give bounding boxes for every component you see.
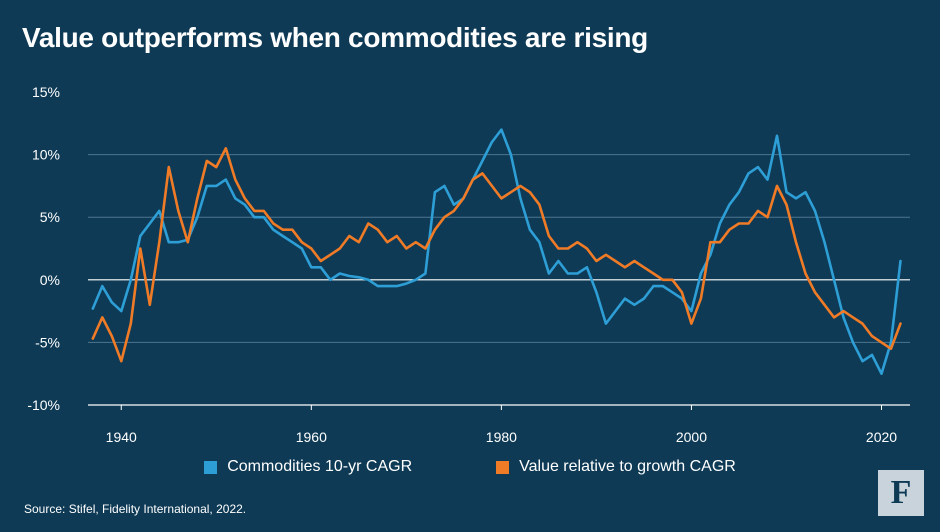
chart-title: Value outperforms when commodities are r… bbox=[22, 22, 648, 53]
x-tick-label: 2000 bbox=[676, 429, 707, 445]
legend: Commodities 10-yr CAGR Value relative to… bbox=[0, 458, 940, 476]
series-lines bbox=[91, 128, 902, 376]
source-note: Source: Stifel, Fidelity International, … bbox=[24, 502, 247, 516]
legend-label-commodities: Commodities 10-yr CAGR bbox=[227, 458, 413, 475]
x-axis: 1940 1960 1980 2000 2020 bbox=[88, 404, 910, 445]
y-tick-label: 15% bbox=[32, 84, 60, 100]
y-tick-label: 10% bbox=[32, 147, 60, 163]
legend-label-value: Value relative to growth CAGR bbox=[519, 458, 736, 475]
x-tick-label: 1980 bbox=[486, 429, 517, 445]
x-tick-label: 1940 bbox=[106, 429, 137, 445]
legend-item-value: Value relative to growth CAGR bbox=[496, 458, 736, 476]
logo-glyph: F bbox=[890, 474, 912, 511]
legend-item-commodities: Commodities 10-yr CAGR bbox=[204, 458, 412, 476]
legend-swatch-commodities bbox=[204, 460, 218, 474]
commodities-line bbox=[91, 128, 902, 376]
y-tick-label: 5% bbox=[40, 209, 60, 225]
y-tick-label: -10% bbox=[27, 397, 60, 413]
legend-swatch-value bbox=[496, 460, 510, 474]
y-tick-label: 0% bbox=[40, 272, 60, 288]
fidelity-logo: F bbox=[878, 470, 924, 516]
x-tick-label: 1960 bbox=[296, 429, 327, 445]
y-tick-label: -5% bbox=[35, 334, 60, 350]
value-relative-line bbox=[91, 147, 902, 363]
x-tick-label: 2020 bbox=[866, 429, 897, 445]
y-axis-ticks: 15% 10% 5% 0% -5% -10% bbox=[27, 84, 60, 413]
